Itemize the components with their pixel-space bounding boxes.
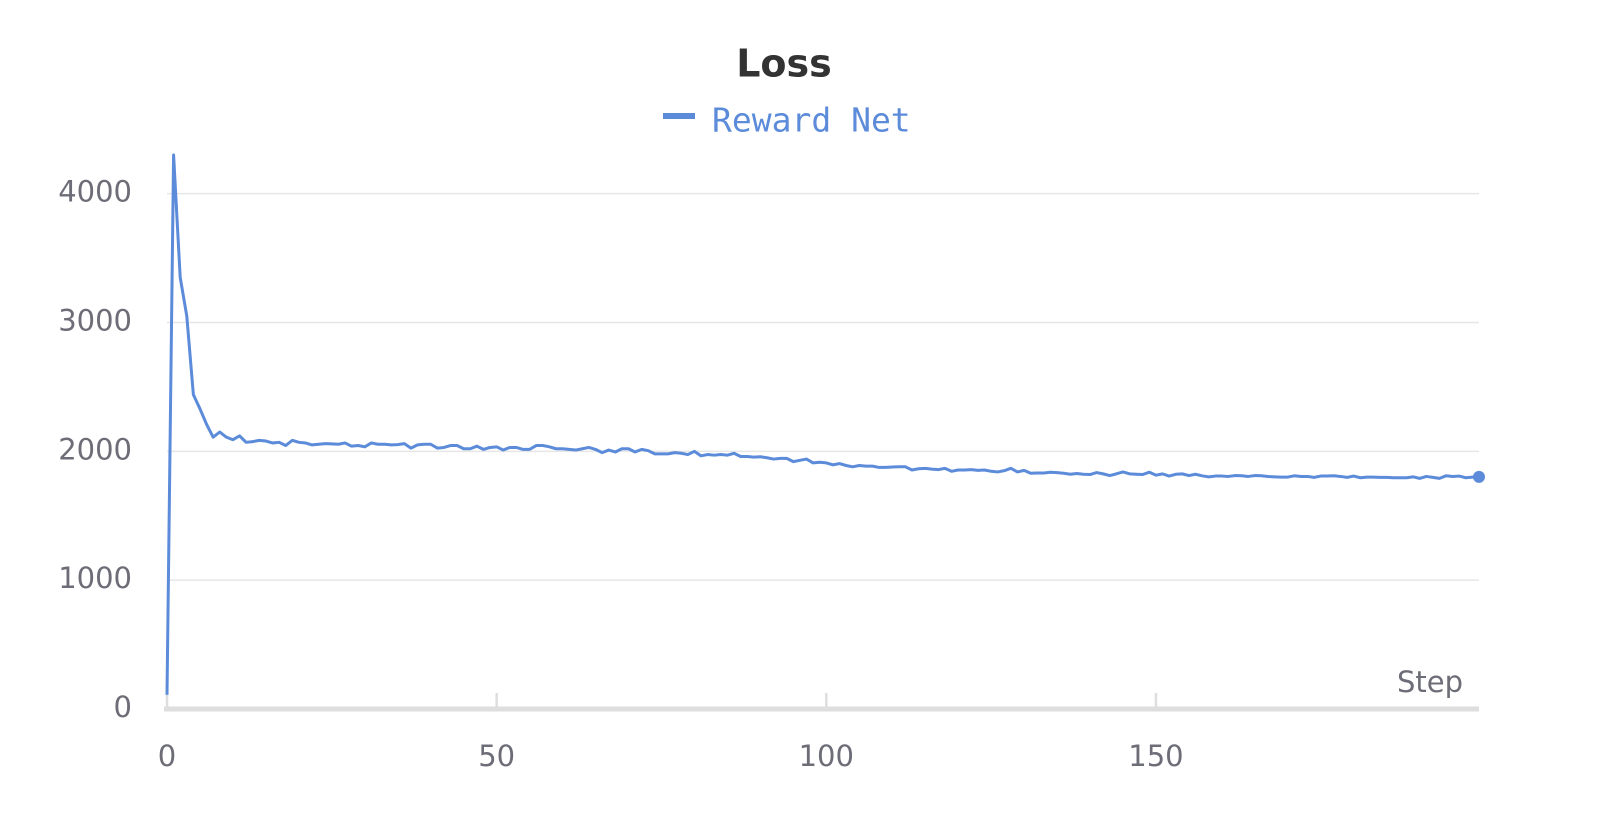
y-tick-label: 1000 <box>58 561 132 595</box>
x-tick-label: 50 <box>478 739 515 773</box>
y-tick-label: 2000 <box>58 432 132 466</box>
end-point <box>1473 470 1485 483</box>
y-tick-label: 3000 <box>58 303 132 337</box>
x-axis-label: Step <box>1397 665 1463 699</box>
data-line <box>165 153 1480 695</box>
y-tick-label: 4000 <box>58 175 132 209</box>
x-tick-label: 0 <box>158 739 176 773</box>
x-tick-label: 100 <box>799 739 854 773</box>
x-tick-label: 150 <box>1128 739 1183 773</box>
legend-label: Reward Net <box>712 101 911 140</box>
chart-title: Loss <box>736 42 832 86</box>
y-tick-label: 0 <box>114 690 132 724</box>
